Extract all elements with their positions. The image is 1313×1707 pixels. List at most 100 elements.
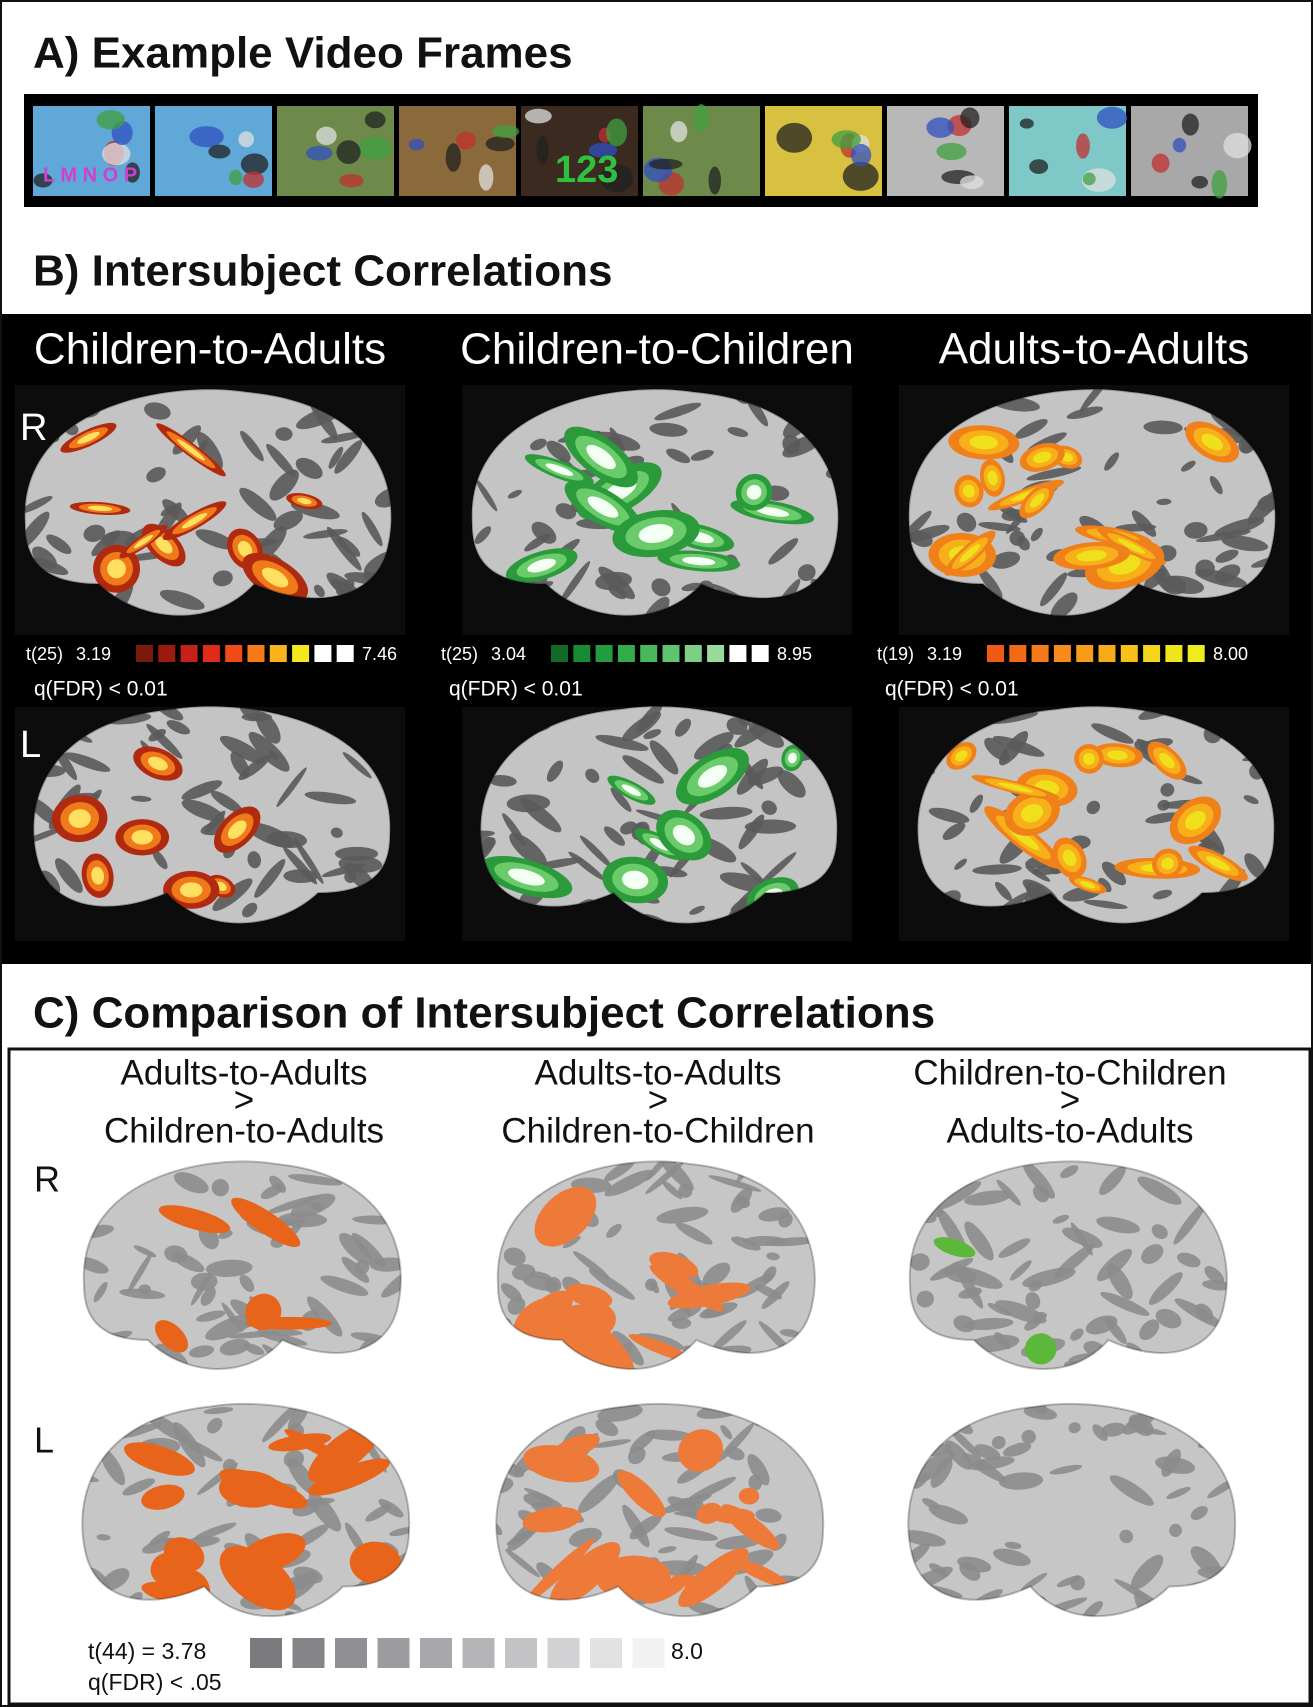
- colorbar-swatch: [225, 645, 242, 662]
- colorbar-swatch: [1009, 645, 1026, 662]
- frame-detail: [1152, 154, 1170, 173]
- colorbar-min: 3.04: [491, 644, 526, 664]
- colorbar-swatch: [1165, 645, 1182, 662]
- frame-detail: [229, 170, 242, 185]
- frame-detail: [102, 143, 130, 166]
- colorbar-swatch: [1188, 645, 1205, 662]
- frame-detail: [479, 164, 494, 190]
- frame-detail: [1182, 114, 1199, 136]
- hemisphere-label: L: [34, 1420, 54, 1461]
- hemisphere-label: R: [20, 407, 47, 449]
- frame-detail: [1097, 107, 1127, 129]
- frame-detail: [97, 110, 125, 129]
- colorbar-swatch: [420, 1638, 452, 1668]
- column-heading: Children-to-Adults: [34, 325, 386, 374]
- colorbar-swatch: [551, 645, 568, 662]
- colorbar-swatch: [1143, 645, 1160, 662]
- frame-detail: [365, 111, 386, 128]
- colorbar-swatch: [987, 645, 1004, 662]
- frame-detail: [960, 107, 979, 128]
- colorbar-stat: t(19): [877, 644, 914, 664]
- colorbar-swatch: [335, 1638, 367, 1668]
- colorbar-swatch: [618, 645, 635, 662]
- sulcus: [242, 713, 272, 722]
- colorbar-swatch: [293, 1638, 325, 1668]
- colorbar-swatch: [685, 645, 702, 662]
- frame-detail: [238, 131, 254, 147]
- colorbar-swatch: [203, 645, 220, 662]
- figure: A) Example Video Frames L M N O P 123 B) …: [0, 0, 1313, 1707]
- frame-detail: [670, 121, 687, 142]
- threshold: q(FDR) < 0.01: [885, 678, 1019, 701]
- colorbar-swatch: [1054, 645, 1071, 662]
- contrast-bottom: Adults-to-Adults: [946, 1111, 1193, 1150]
- frame-detail: [456, 132, 476, 150]
- frame-detail: [832, 130, 861, 148]
- frame-detail: [1173, 138, 1186, 153]
- threshold: q(FDR) < 0.01: [34, 678, 168, 701]
- activation-blob: [246, 1317, 332, 1330]
- frame-detail: [709, 167, 722, 195]
- frame-detail: [1223, 133, 1251, 158]
- colorbar-max: 8.0: [671, 1638, 703, 1664]
- frame-detail: [492, 125, 519, 138]
- colorbar-swatch: [1032, 645, 1049, 662]
- colorbar-min: t(44) = 3.78: [88, 1638, 206, 1664]
- colorbar-swatch: [729, 645, 746, 662]
- colorbar-swatch: [1076, 645, 1093, 662]
- frame-detail: [926, 117, 954, 137]
- hemisphere-label: R: [34, 1159, 60, 1200]
- colorbar-swatch: [337, 645, 354, 662]
- frame-detail: [1083, 173, 1096, 186]
- frame-detail: [1029, 159, 1048, 174]
- colorbar-stat: t(25): [441, 644, 478, 664]
- colorbar-swatch: [248, 645, 265, 662]
- frame-detail: [1212, 170, 1228, 199]
- colorbar-swatch: [292, 645, 309, 662]
- frame-detail: [189, 126, 223, 147]
- frame-detail: [316, 127, 337, 145]
- frame-detail: [486, 136, 515, 151]
- frame-text: 123: [555, 149, 618, 191]
- colorbar-swatch: [250, 1638, 282, 1668]
- frame-detail: [694, 104, 709, 132]
- frame-detail: [1020, 118, 1034, 128]
- contrast-bottom: Children-to-Children: [501, 1111, 814, 1150]
- panel-a-title: A) Example Video Frames: [33, 29, 573, 78]
- panel-c-title: C) Comparison of Intersubject Correlatio…: [33, 989, 935, 1038]
- frame-detail: [336, 140, 360, 164]
- frame-detail: [525, 109, 552, 124]
- colorbar-swatch: [136, 645, 153, 662]
- frame-detail: [243, 171, 264, 188]
- panel-b-title: B) Intersubject Correlations: [33, 247, 612, 296]
- frame-detail: [1076, 133, 1090, 158]
- colorbar-swatch: [505, 1638, 537, 1668]
- frame-detail: [776, 123, 812, 153]
- colorbar-stat: t(25): [26, 644, 63, 664]
- colorbar-swatch: [640, 645, 657, 662]
- hemisphere-label: L: [20, 724, 41, 766]
- frame-detail: [606, 119, 627, 147]
- contrast-bottom: Children-to-Adults: [104, 1111, 384, 1150]
- colorbar-swatch: [378, 1638, 410, 1668]
- column-heading: Children-to-Children: [460, 325, 854, 374]
- colorbar-swatch: [463, 1638, 495, 1668]
- colorbar-swatch: [707, 645, 724, 662]
- colorbar-swatch: [633, 1638, 665, 1668]
- colorbar-min: 3.19: [76, 644, 111, 664]
- sulcus: [335, 847, 378, 861]
- colorbar-swatch: [1099, 645, 1116, 662]
- colorbar-swatch: [314, 645, 331, 662]
- activation-blob: [180, 882, 202, 897]
- frame-detail: [359, 137, 392, 160]
- frame-detail: [936, 143, 966, 160]
- colorbar-swatch: [1121, 645, 1138, 662]
- colorbar-swatch: [663, 645, 680, 662]
- colorbar-swatch: [752, 645, 769, 662]
- colorbar-swatch: [548, 1638, 580, 1668]
- frame-detail: [649, 159, 682, 170]
- colorbar-min: 3.19: [927, 644, 962, 664]
- frame-text: L M N O P: [43, 164, 137, 186]
- threshold: q(FDR) < .05: [88, 1669, 222, 1695]
- frame-detail: [536, 136, 548, 164]
